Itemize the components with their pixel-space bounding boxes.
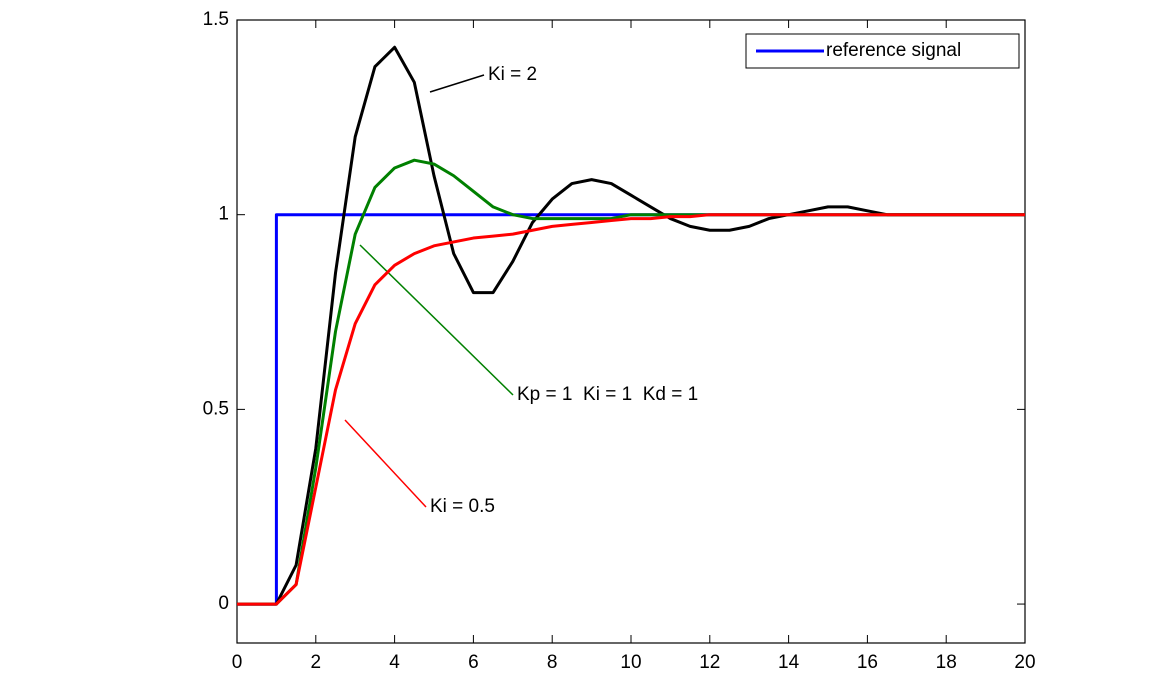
y-tick-label: 1 <box>218 204 229 225</box>
x-tick-label: 6 <box>468 652 479 673</box>
annotation-label: Ki = 0.5 <box>430 496 495 517</box>
annotation-label: Ki = 2 <box>488 64 537 85</box>
x-tick-label: 14 <box>778 652 800 673</box>
x-tick-label: 10 <box>620 652 641 673</box>
x-tick-label: 16 <box>857 652 878 673</box>
x-tick-label: 12 <box>699 652 720 673</box>
y-tick-label: 0 <box>218 593 229 614</box>
x-tick-label: 20 <box>1014 652 1035 673</box>
series-line <box>237 160 1025 604</box>
annotation-leader <box>430 75 484 92</box>
x-tick-label: 4 <box>389 652 400 673</box>
x-tick-label: 0 <box>232 652 243 673</box>
annotation-leader <box>345 420 426 507</box>
y-tick-label: 1.5 <box>203 9 229 30</box>
annotation-leader <box>360 245 513 395</box>
legend-label: reference signal <box>826 40 961 61</box>
y-tick-label: 0.5 <box>203 398 229 419</box>
plot-frame <box>237 20 1025 643</box>
annotation-label: Kp = 1 Ki = 1 Kd = 1 <box>517 384 698 405</box>
series-line <box>237 215 1025 604</box>
x-tick-label: 2 <box>311 652 322 673</box>
series-line <box>237 215 1025 604</box>
x-tick-label: 18 <box>936 652 957 673</box>
chart: 0 2 4 6 8 10 12 14 16 18 20 0 0.5 1 1.5 Ki = 2 Kp = 1 Ki… <box>0 0 1167 678</box>
x-tick-label: 8 <box>547 652 558 673</box>
